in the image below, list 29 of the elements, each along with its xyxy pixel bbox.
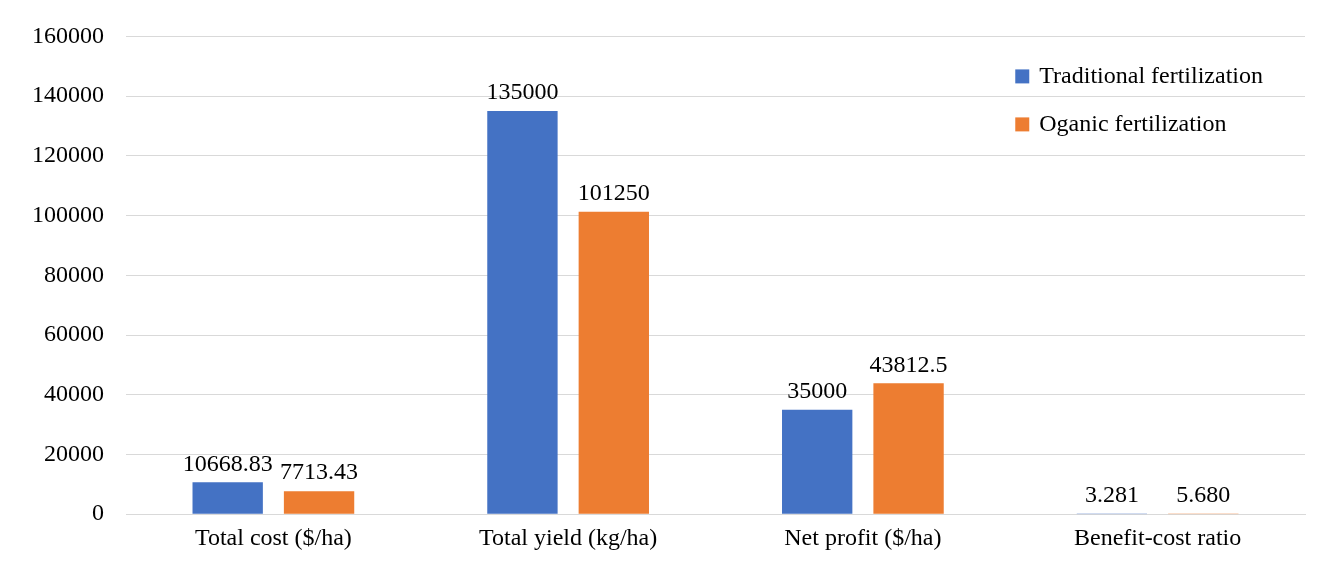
data-label: 10668.83 — [182, 449, 273, 476]
bar — [283, 491, 355, 514]
y-tick-label: 140000 — [32, 81, 104, 108]
y-tick-label: 120000 — [32, 141, 104, 168]
bar — [192, 482, 263, 514]
bar — [873, 383, 944, 514]
bar — [578, 211, 649, 514]
data-label: 7713.43 — [280, 458, 359, 485]
y-tick-label: 40000 — [44, 380, 104, 407]
y-tick-label: 160000 — [32, 21, 104, 48]
legend-label: Traditional fertilization — [1039, 61, 1263, 88]
data-label: 3.281 — [1084, 481, 1139, 508]
y-tick-label: 100000 — [32, 200, 104, 227]
x-tick-label: Net profit ($/ha) — [784, 523, 942, 550]
data-label: 5.680 — [1176, 481, 1231, 508]
x-tick-label: Total cost ($/ha) — [194, 523, 352, 550]
x-tick-label: Total yield (kg/ha) — [478, 523, 658, 550]
y-tick-label: 60000 — [44, 320, 104, 347]
y-tick-label: 20000 — [44, 439, 104, 466]
y-tick-label: 80000 — [44, 260, 104, 287]
data-label: 35000 — [787, 376, 848, 403]
bar — [782, 409, 853, 514]
x-tick-label: Benefit-cost ratio — [1073, 523, 1242, 550]
data-label: 101250 — [577, 179, 650, 206]
legend-label: Oganic fertilization — [1039, 109, 1227, 136]
data-label: 43812.5 — [869, 350, 948, 377]
bar — [487, 111, 558, 514]
data-label: 135000 — [486, 78, 559, 105]
y-tick-label: 0 — [92, 499, 104, 526]
